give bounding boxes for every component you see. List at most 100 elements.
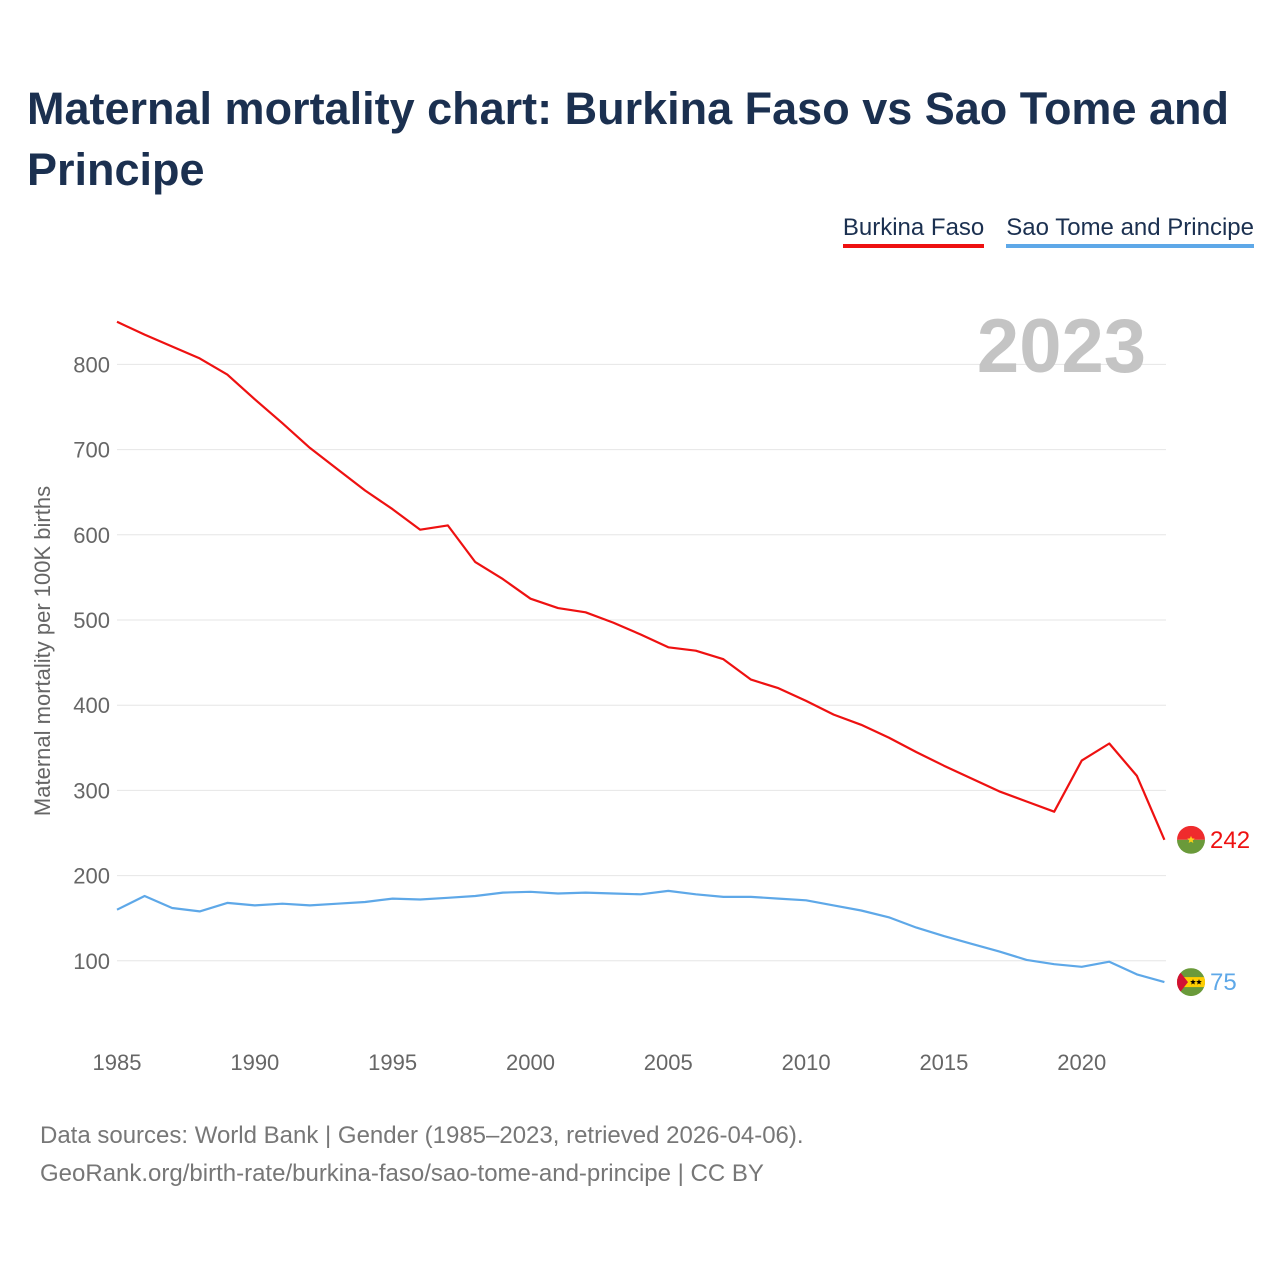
y-tick-label-400: 400 bbox=[73, 693, 110, 718]
data-point-burkina-faso-1988 bbox=[197, 355, 203, 361]
data-point-burkina-faso-1998 bbox=[472, 559, 478, 565]
data-point-sao-tome-1990 bbox=[252, 902, 258, 908]
data-point-burkina-faso-1987 bbox=[169, 344, 175, 350]
data-point-burkina-faso-2012 bbox=[858, 722, 864, 728]
series-line-burkina-faso[interactable] bbox=[116, 320, 1166, 841]
data-point-sao-tome-1995 bbox=[390, 896, 396, 902]
end-label-burkina-faso: 242 bbox=[1210, 827, 1250, 854]
x-tick-label-2020: 2020 bbox=[1057, 1050, 1106, 1075]
data-point-burkina-faso-2018 bbox=[1024, 798, 1030, 804]
x-tick-label-1985: 1985 bbox=[93, 1050, 142, 1075]
data-point-sao-tome-2021 bbox=[1106, 959, 1112, 965]
data-point-sao-tome-2001 bbox=[555, 890, 561, 896]
data-point-burkina-faso-1996 bbox=[417, 527, 423, 533]
data-point-burkina-faso-2020 bbox=[1079, 758, 1085, 764]
x-tick-label-1990: 1990 bbox=[230, 1050, 279, 1075]
data-point-burkina-faso-2004 bbox=[638, 631, 644, 637]
data-point-sao-tome-2004 bbox=[638, 891, 644, 897]
data-point-burkina-faso-2008 bbox=[748, 677, 754, 683]
data-point-burkina-faso-1997 bbox=[445, 522, 451, 528]
data-point-burkina-faso-1989 bbox=[224, 372, 230, 378]
data-point-sao-tome-2003 bbox=[610, 890, 616, 896]
data-point-burkina-faso-1985 bbox=[114, 319, 120, 325]
legend-item-sao-tome[interactable]: Sao Tome and Principe bbox=[1006, 214, 1254, 248]
footer: Data sources: World Bank | Gender (1985–… bbox=[40, 1117, 804, 1193]
data-point-sao-tome-1987 bbox=[169, 905, 175, 911]
legend: Burkina Faso Sao Tome and Principe bbox=[842, 214, 1254, 248]
data-point-burkina-faso-1993 bbox=[335, 466, 341, 472]
data-point-burkina-faso-2010 bbox=[803, 698, 809, 704]
end-label-sao-tome: 75 bbox=[1210, 969, 1237, 996]
data-point-sao-tome-1994 bbox=[362, 899, 368, 905]
data-point-sao-tome-2020 bbox=[1079, 964, 1085, 970]
y-tick-label-500: 500 bbox=[73, 608, 110, 633]
data-point-sao-tome-1993 bbox=[335, 901, 341, 907]
data-point-burkina-faso-2001 bbox=[555, 605, 561, 611]
data-point-sao-tome-2005 bbox=[665, 888, 671, 894]
data-point-sao-tome-2007 bbox=[720, 894, 726, 900]
footer-url: GeoRank.org/birth-rate/burkina-faso/sao-… bbox=[40, 1160, 764, 1187]
data-point-burkina-faso-2016 bbox=[968, 775, 974, 781]
data-point-burkina-faso-2013 bbox=[886, 735, 892, 741]
data-point-sao-tome-1997 bbox=[445, 895, 451, 901]
data-point-burkina-faso-2002 bbox=[583, 609, 589, 615]
data-point-sao-tome-1988 bbox=[197, 908, 203, 914]
data-point-burkina-faso-2022 bbox=[1134, 773, 1140, 779]
x-tick-label-2010: 2010 bbox=[782, 1050, 831, 1075]
data-point-sao-tome-2023 bbox=[1161, 979, 1167, 985]
y-axis-label: Maternal mortality per 100K births bbox=[30, 486, 55, 816]
data-point-sao-tome-1986 bbox=[142, 893, 148, 899]
y-tick-label-700: 700 bbox=[73, 438, 110, 463]
data-point-burkina-faso-1999 bbox=[500, 576, 506, 582]
data-point-sao-tome-2010 bbox=[803, 897, 809, 903]
x-tick-label-2015: 2015 bbox=[919, 1050, 968, 1075]
series-line-sao-tome[interactable] bbox=[116, 889, 1165, 984]
data-point-burkina-faso-2019 bbox=[1051, 809, 1057, 815]
data-point-burkina-faso-2023 bbox=[1161, 837, 1167, 843]
data-point-sao-tome-2014 bbox=[913, 925, 919, 931]
data-point-burkina-faso-1995 bbox=[390, 506, 396, 512]
data-point-burkina-faso-2011 bbox=[831, 712, 837, 718]
data-point-burkina-faso-2007 bbox=[720, 656, 726, 662]
data-point-sao-tome-2002 bbox=[583, 890, 589, 896]
data-point-burkina-faso-2006 bbox=[693, 648, 699, 654]
data-point-sao-tome-2016 bbox=[968, 941, 974, 947]
legend-item-burkina-faso[interactable]: Burkina Faso bbox=[842, 214, 985, 248]
data-point-burkina-faso-2000 bbox=[527, 596, 533, 602]
x-tick-label-1995: 1995 bbox=[368, 1050, 417, 1075]
data-point-burkina-faso-2014 bbox=[913, 749, 919, 755]
data-point-sao-tome-1999 bbox=[500, 890, 506, 896]
data-point-sao-tome-1991 bbox=[279, 901, 285, 907]
data-point-sao-tome-2022 bbox=[1134, 971, 1140, 977]
data-point-burkina-faso-1991 bbox=[279, 420, 285, 426]
data-point-sao-tome-1989 bbox=[224, 900, 230, 906]
page-title: Maternal mortality chart: Burkina Faso v… bbox=[27, 83, 1229, 195]
data-point-burkina-faso-2021 bbox=[1106, 741, 1112, 747]
data-point-sao-tome-1992 bbox=[307, 902, 313, 908]
data-point-sao-tome-2009 bbox=[776, 896, 782, 902]
data-point-sao-tome-1996 bbox=[417, 896, 423, 902]
data-point-burkina-faso-1992 bbox=[307, 445, 313, 451]
data-point-burkina-faso-1986 bbox=[142, 332, 148, 338]
footer-source: Data sources: World Bank | Gender (1985–… bbox=[40, 1122, 804, 1149]
data-point-sao-tome-2000 bbox=[527, 889, 533, 895]
data-point-burkina-faso-2009 bbox=[776, 685, 782, 691]
data-point-burkina-faso-2015 bbox=[941, 763, 947, 769]
y-tick-label-800: 800 bbox=[73, 352, 110, 377]
x-tick-label-2000: 2000 bbox=[506, 1050, 555, 1075]
y-tick-label-200: 200 bbox=[73, 864, 110, 889]
data-point-sao-tome-1985 bbox=[114, 907, 120, 913]
data-point-sao-tome-2018 bbox=[1024, 957, 1030, 963]
data-point-sao-tome-2011 bbox=[831, 902, 837, 908]
flag-burkina-faso-icon bbox=[1177, 825, 1205, 854]
data-point-sao-tome-2006 bbox=[693, 891, 699, 897]
year-label: 2023 bbox=[977, 304, 1146, 389]
y-tick-label-100: 100 bbox=[73, 949, 110, 974]
data-point-burkina-faso-1990 bbox=[252, 396, 258, 402]
x-tick-label-2005: 2005 bbox=[644, 1050, 693, 1075]
y-tick-label-300: 300 bbox=[73, 778, 110, 803]
data-point-burkina-faso-2017 bbox=[996, 788, 1002, 794]
data-point-sao-tome-2017 bbox=[996, 948, 1002, 954]
data-point-burkina-faso-2005 bbox=[665, 644, 671, 650]
